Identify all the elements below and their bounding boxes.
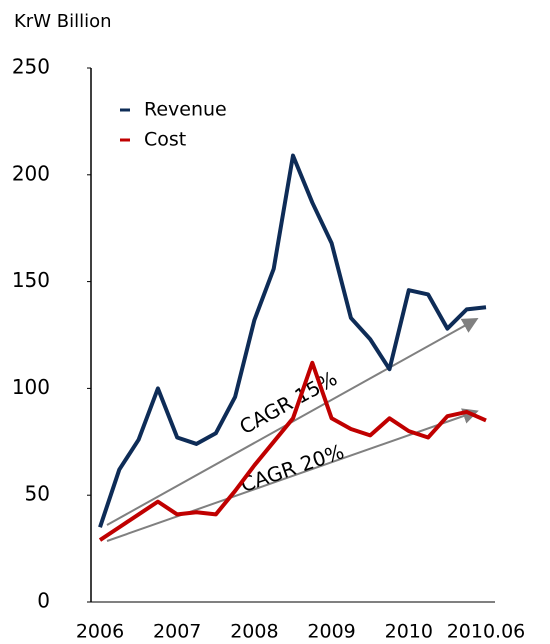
y-tick-label: 150 bbox=[12, 268, 50, 292]
y-tick-label: 100 bbox=[12, 375, 50, 399]
y-tick-label: 50 bbox=[25, 482, 50, 506]
x-tick-label: 2006 bbox=[76, 621, 124, 643]
y-tick-label: 250 bbox=[12, 55, 50, 79]
legend-label: Revenue bbox=[144, 99, 227, 121]
x-tick-label: 2007 bbox=[153, 621, 201, 643]
y-tick-label: 0 bbox=[37, 589, 50, 613]
x-tick-label: 2010.06 bbox=[447, 621, 526, 643]
x-tick-label: 2010 bbox=[385, 621, 433, 643]
x-tick-label: 2009 bbox=[307, 621, 355, 643]
line-series bbox=[98, 360, 487, 542]
legend-label: Cost bbox=[144, 129, 186, 151]
y-axis-label: KrW Billion bbox=[14, 11, 112, 32]
line-series bbox=[98, 153, 487, 528]
y-tick-label: 200 bbox=[12, 161, 50, 185]
x-tick-label: 2008 bbox=[230, 621, 278, 643]
